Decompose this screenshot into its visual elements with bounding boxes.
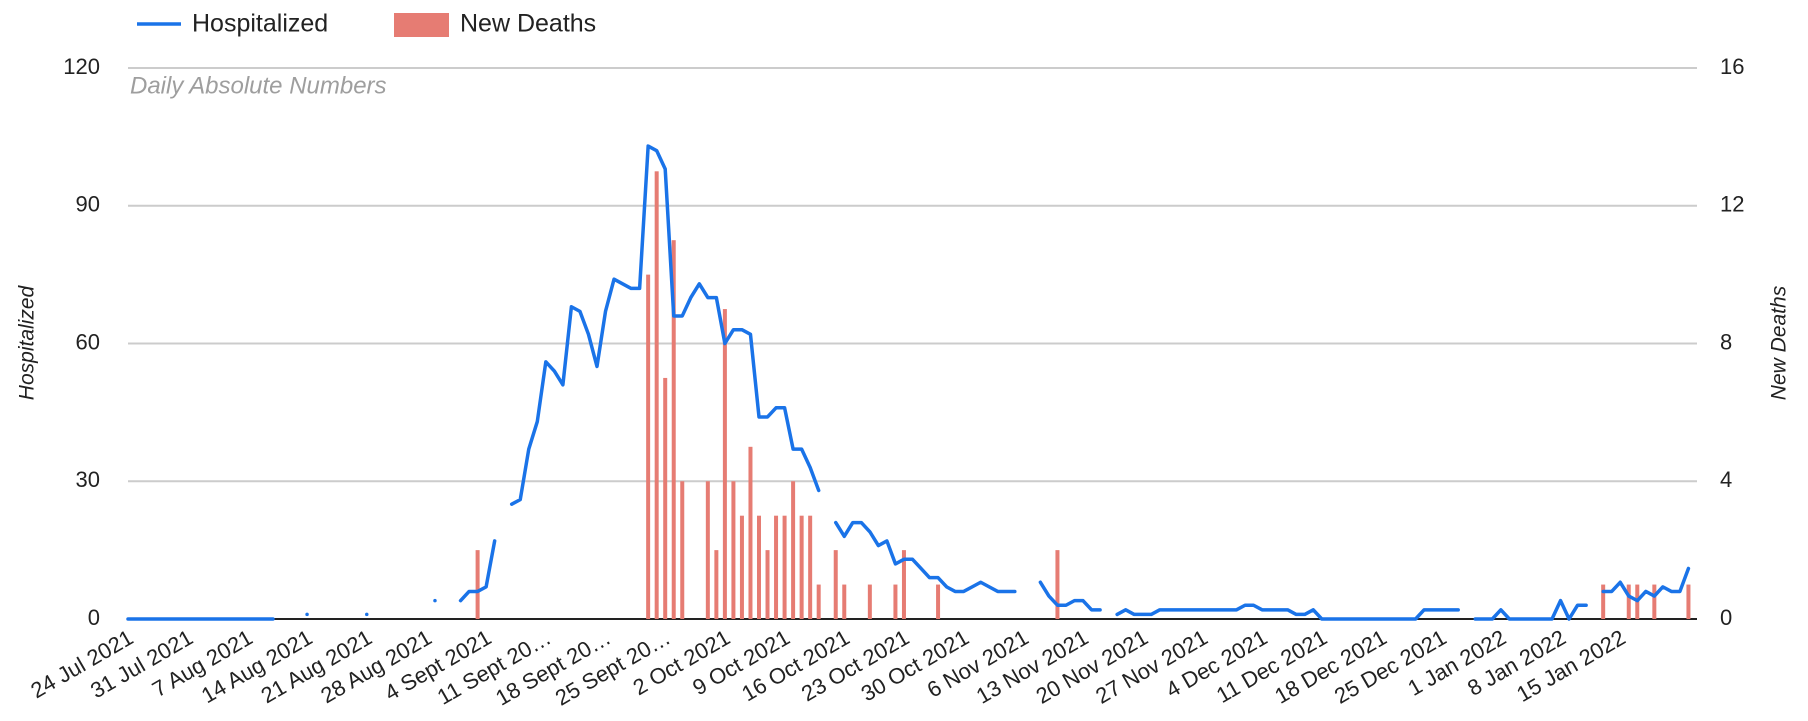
bar (756, 515, 761, 619)
bar (901, 550, 906, 619)
bar (782, 515, 787, 619)
y2-axis-title: New Deaths (1768, 285, 1791, 400)
y-tick-label: 90 (76, 192, 100, 217)
bar (731, 481, 736, 619)
y-tick-label: 30 (76, 467, 100, 492)
line (126, 144, 1691, 621)
chart-subtitle: Daily Absolute Numbers (130, 72, 387, 99)
bar (833, 550, 838, 619)
bar (1652, 584, 1657, 619)
legend-swatch (394, 13, 449, 37)
bar (722, 309, 727, 619)
bar (671, 240, 676, 619)
bar (475, 550, 480, 619)
bar (936, 584, 941, 619)
bar (765, 550, 770, 619)
bar (799, 515, 804, 619)
bar (867, 584, 872, 619)
bar (1626, 584, 1631, 619)
bar (748, 446, 753, 619)
bar (705, 481, 710, 619)
bar (654, 171, 659, 619)
y2-tick-label: 16 (1720, 54, 1744, 79)
legend-label: Hospitalized (192, 10, 328, 38)
bar (816, 584, 821, 619)
y-tick-label: 120 (63, 54, 100, 79)
bar (714, 550, 719, 619)
bar (808, 515, 813, 619)
bar (1686, 584, 1691, 619)
bar (739, 515, 744, 619)
bar (774, 515, 779, 619)
y2-tick-label: 12 (1720, 192, 1744, 217)
bar (791, 481, 796, 619)
y2-tick-label: 8 (1720, 329, 1732, 354)
y-tick-label: 60 (76, 329, 100, 354)
bar (1055, 550, 1060, 619)
y-tick-label: 0 (88, 605, 100, 630)
legend-label: New Deaths (460, 10, 596, 38)
bar (893, 584, 898, 619)
bar (680, 481, 685, 619)
bar (663, 377, 668, 619)
bar (1601, 584, 1606, 619)
y-axis-title: Hospitalized (16, 284, 39, 400)
bar (842, 584, 847, 619)
y2-tick-label: 4 (1720, 467, 1732, 492)
bar (646, 274, 651, 619)
y2-tick-label: 0 (1720, 605, 1732, 630)
